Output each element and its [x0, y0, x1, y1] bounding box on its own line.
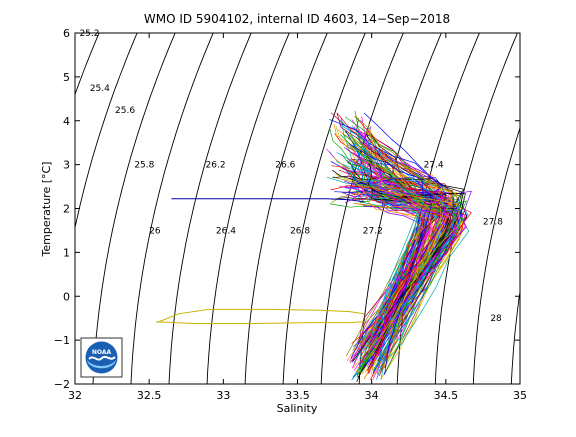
series-line [156, 321, 365, 324]
y-tick-label: −2 [54, 378, 70, 391]
profile-line [371, 165, 446, 350]
y-tick-label: 6 [63, 27, 70, 40]
profile-line [347, 144, 461, 351]
y-axis-label: Temperature [°C] [40, 162, 53, 258]
density-contour-line [75, 33, 100, 96]
profile-line [361, 182, 457, 371]
y-tick-label: 4 [63, 115, 70, 128]
x-tick-label: 33 [216, 389, 230, 402]
density-contour-line [320, 33, 404, 384]
density-contour-line [472, 126, 520, 384]
profile-line [326, 148, 466, 346]
y-tick-label: 0 [63, 290, 70, 303]
x-tick-label: 34.5 [434, 389, 459, 402]
density-contour-line [510, 288, 520, 384]
profile-line [332, 169, 466, 363]
profile-line [363, 142, 441, 350]
profile-line [358, 159, 419, 368]
density-contour-label: 26 [149, 226, 161, 236]
density-contour-label: 27.2 [363, 226, 383, 236]
noaa-logo-text: NOAA [92, 349, 112, 356]
series-line [171, 198, 365, 203]
y-tick-label: 1 [63, 246, 70, 259]
profile-line [359, 193, 419, 370]
y-tick-label: 2 [63, 203, 70, 216]
profile-line [345, 170, 440, 360]
profile-cloud [326, 110, 472, 382]
density-contour-label: 25.6 [115, 106, 135, 116]
density-contour-line [206, 33, 290, 384]
density-contour-label: 26.6 [275, 161, 295, 171]
density-contour-line [168, 33, 252, 384]
profile-line [350, 136, 457, 373]
density-contour-label: 27.8 [483, 218, 503, 228]
density-contours [0, 33, 576, 384]
x-tick-label: 32 [68, 389, 82, 402]
density-contour-line [282, 33, 366, 384]
density-contour-labels: 25.225.425.625.8 26.2 26.6 27 27.426 26.4 26.8… [79, 29, 503, 324]
x-tick-label: 35 [513, 389, 527, 402]
x-tick-label: 34 [365, 389, 379, 402]
profile-series [156, 198, 365, 324]
density-contour-label: 25.4 [90, 84, 110, 94]
density-contour-line [130, 33, 214, 384]
series-line [156, 308, 365, 324]
density-contour-label: 26.2 [206, 161, 226, 171]
y-tick-label: 5 [63, 71, 70, 84]
density-contour-label: 25.2 [79, 29, 99, 39]
chart-title: WMO ID 5904102, internal ID 4603, 14−Sep… [144, 12, 450, 26]
y-tick-label: 3 [63, 159, 70, 172]
x-tick-label: 33.5 [285, 389, 310, 402]
profile-line [351, 181, 462, 359]
y-tick-label: −1 [54, 334, 70, 347]
profile-line [330, 184, 443, 369]
density-contour-label: 25.8 [134, 161, 154, 171]
density-contour-label: 26.8 [290, 226, 310, 236]
density-contour-line [549, 33, 576, 384]
density-contour-label: 26.4 [216, 226, 236, 236]
x-tick-label: 32.5 [137, 389, 162, 402]
density-contour-line [244, 33, 328, 384]
density-contour-label: 28 [490, 314, 502, 324]
density-contour-line [92, 33, 176, 384]
profile-line [338, 185, 430, 362]
profile-line [339, 119, 426, 358]
density-contour-line [0, 33, 23, 384]
x-axis-label: Salinity [277, 402, 318, 415]
profile-line [331, 165, 436, 345]
noaa-logo: NOAA [80, 337, 123, 378]
density-contour-label: 27.4 [424, 161, 444, 171]
